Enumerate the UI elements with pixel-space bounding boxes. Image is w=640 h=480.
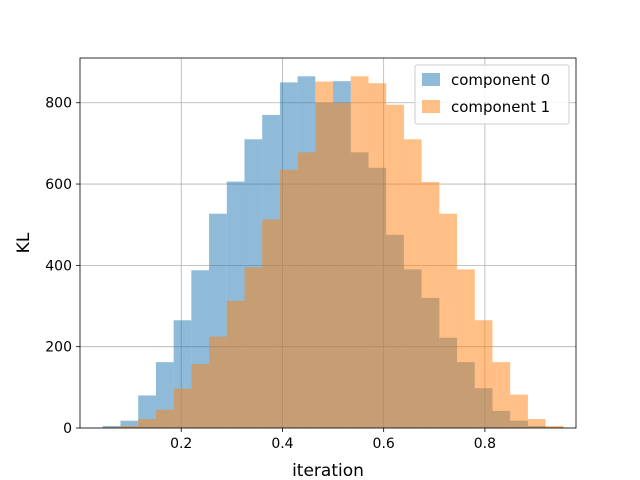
- histogram-bar: [279, 169, 298, 429]
- legend-label-component-1: component 1: [451, 98, 550, 116]
- histogram-bar: [102, 427, 121, 428]
- histogram-bar: [155, 409, 174, 428]
- histogram-bar: [545, 425, 564, 428]
- x-tick-label: 0.4: [271, 436, 293, 452]
- histogram-bar: [102, 425, 121, 428]
- plot-frame: [79, 57, 577, 429]
- histogram-bar: [386, 104, 404, 428]
- series-component-1-bars: [102, 76, 564, 429]
- y-axis-ticks: 0 200 400 600 800: [45, 96, 80, 437]
- histogram-bar: [191, 364, 210, 428]
- histogram-bar: [244, 267, 263, 428]
- legend-swatch-component-1: [422, 100, 440, 113]
- histogram-bar: [368, 83, 387, 428]
- y-tick-label: 200: [45, 340, 72, 356]
- histogram-bar: [457, 269, 475, 428]
- histogram-bar: [138, 419, 156, 428]
- histogram-bar: [173, 388, 192, 428]
- legend-swatch-component-0: [422, 73, 440, 86]
- histogram-bar: [439, 213, 458, 428]
- y-axis-label: KL: [14, 232, 34, 253]
- histogram-bar: [527, 419, 546, 428]
- histogram-bar: [350, 76, 369, 429]
- histogram-bar: [492, 362, 511, 428]
- legend-label-component-0: component 0: [451, 71, 550, 89]
- histogram-bar: [421, 182, 440, 428]
- histogram-bar: [297, 152, 316, 429]
- histogram-bar: [120, 420, 139, 428]
- histogram-bar: [403, 139, 422, 429]
- x-axis-label: iteration: [292, 461, 364, 480]
- legend: component 0 component 1: [414, 64, 570, 125]
- histogram-bar: [209, 336, 227, 428]
- histogram-bar: [262, 219, 280, 428]
- x-axis-ticks: 0.2 0.4 0.6 0.8: [170, 428, 496, 452]
- x-tick-label: 0.2: [170, 436, 192, 452]
- y-tick-label: 0: [63, 421, 72, 437]
- y-tick-label: 600: [45, 177, 72, 193]
- histogram-bar: [120, 425, 139, 428]
- histogram-bar: [226, 300, 245, 428]
- y-tick-label: 800: [45, 96, 72, 112]
- legend-box: [414, 64, 570, 125]
- x-tick-label: 0.6: [373, 436, 395, 452]
- x-tick-label: 0.8: [474, 436, 496, 452]
- histogram-bar: [510, 394, 528, 428]
- y-tick-label: 400: [45, 258, 72, 274]
- histogram-bar: [315, 81, 334, 428]
- histogram-bar: [333, 102, 351, 428]
- histogram-bar: [474, 320, 493, 428]
